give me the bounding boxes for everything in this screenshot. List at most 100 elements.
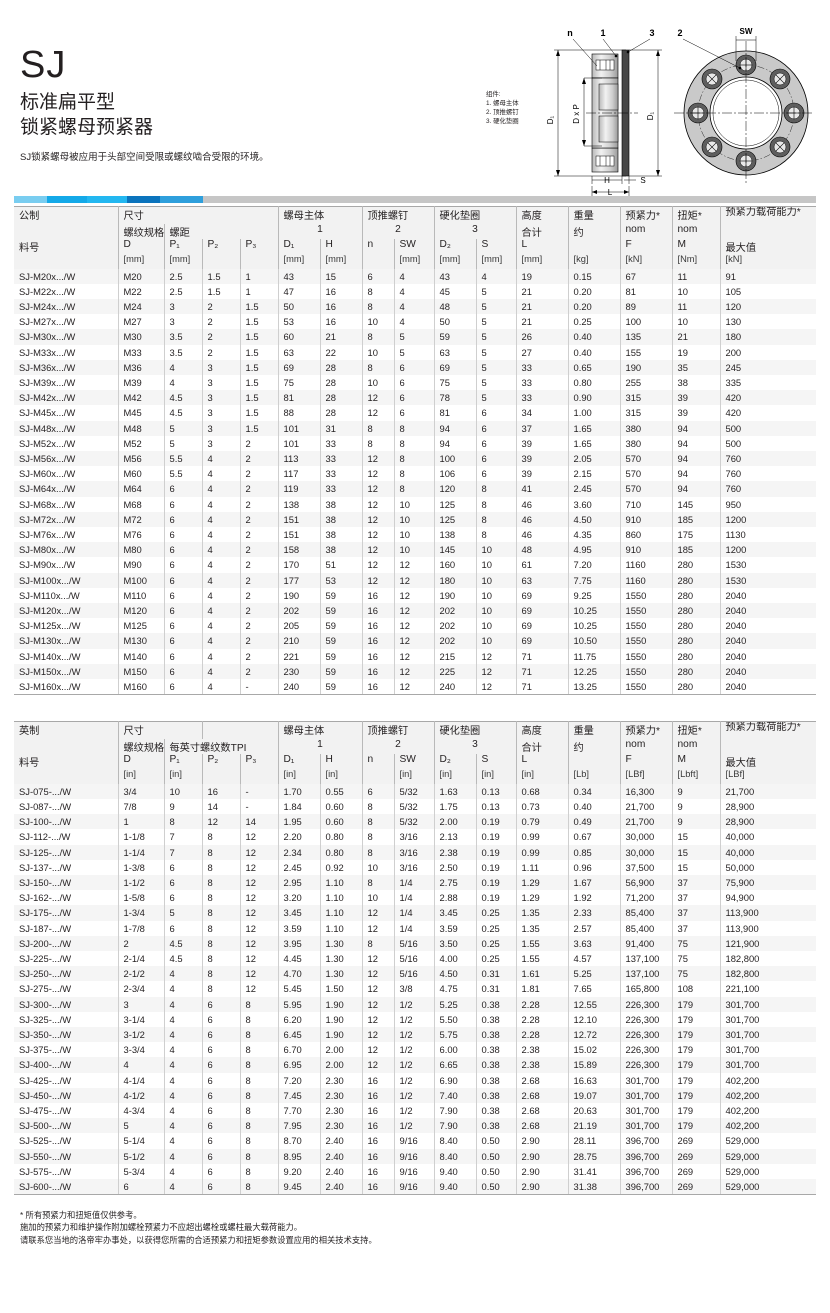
cell-value: 2 — [239, 450, 278, 467]
cell-value: 155 — [619, 344, 672, 360]
subtitle-line-1: 标准扁平型 — [20, 92, 116, 113]
cell-value: 0.20 — [567, 298, 620, 315]
cell-value: 225 — [433, 663, 476, 679]
cell-value: 4 — [201, 572, 240, 588]
header-group-dimensions-spacer — [201, 721, 278, 739]
cell-value: 2 — [239, 511, 278, 527]
cell-value: 3/16 — [393, 844, 434, 860]
cell-value: 12 — [239, 981, 278, 997]
accent-gradient-bar — [14, 196, 816, 203]
cell-value: 28 — [319, 374, 362, 391]
cell-value: 5 — [393, 344, 434, 360]
cell-value: 3.5 — [163, 329, 202, 345]
cell-value: 6 — [163, 678, 202, 696]
cell-value: 12 — [361, 1057, 394, 1073]
cell-value: 1.10 — [319, 920, 362, 936]
cell-value: 40,000 — [719, 829, 816, 845]
cell-value: 2.90 — [515, 1133, 568, 1149]
cell-value: 2.30 — [319, 1118, 362, 1134]
cell-value: 570 — [619, 466, 672, 482]
table-row: SJ-200-.../W 2 4.5 8 12 3.95 1.30 8 5/16 3.50 0.25… — [14, 935, 816, 951]
cell-value: 19.07 — [567, 1087, 620, 1103]
cell-value: 28.75 — [567, 1148, 620, 1164]
cell-part-number: SJ-325-.../W — [14, 1011, 118, 1027]
cell-value: 9.45 — [277, 1178, 320, 1196]
header-symbol-s: S — [475, 753, 516, 769]
cell-value: 89 — [619, 298, 672, 315]
cell-value: 40,000 — [719, 844, 816, 860]
cell-part-number: SJ-425-.../W — [14, 1072, 118, 1088]
cell-value: 16 — [361, 663, 394, 679]
cell-value: 12 — [393, 618, 434, 634]
cell-value: 45 — [433, 283, 476, 299]
cell-value: 8 — [361, 798, 394, 815]
cell-value: 5 — [475, 374, 516, 391]
cell-value: 8 — [475, 481, 516, 497]
cell-value: 179 — [671, 996, 720, 1012]
cell-part-number: SJ-M30x.../W — [14, 329, 118, 345]
cell-value: 16 — [361, 1133, 394, 1149]
cell-value: 3.20 — [277, 890, 320, 906]
cell-value: 4 — [475, 268, 516, 284]
cell-value: 6 — [201, 1042, 240, 1058]
table-row: SJ-M36x.../W M36 4 3 1.5 69 28 8 6 69 5 33 0.65 190 35… — [14, 359, 816, 375]
table-row: SJ-M42x.../W M42 4.5 3 1.5 81 28 12 6 78 5 33 0.90 31… — [14, 390, 816, 406]
cell-value: 4 — [163, 966, 202, 982]
cell-value: 301,700 — [619, 1072, 672, 1088]
cell-value: 12 — [361, 996, 394, 1012]
cell-value: 14 — [239, 814, 278, 830]
cell-part-number: SJ-M68x.../W — [14, 496, 118, 512]
cell-value: 6 — [163, 920, 202, 936]
cell-value: 2.90 — [515, 1148, 568, 1164]
table-row: SJ-M125x.../W M125 6 4 2 205 59 16 12 202 10 69 10.2… — [14, 618, 816, 634]
cell-value: 6 — [201, 1072, 240, 1088]
cell-value: - — [239, 678, 278, 696]
header-pitch: 螺距 — [163, 223, 278, 239]
cell-value: 33 — [515, 374, 568, 391]
cell-value: 1.5 — [239, 344, 278, 360]
header-symbol-f: F — [619, 753, 672, 769]
cell-value: 0.19 — [475, 814, 516, 830]
cell-value: 28,900 — [719, 798, 816, 815]
header-capacity-sub: 最大值 — [719, 238, 816, 254]
cell-value: 12 — [361, 572, 394, 588]
legend-item-3: 3. 硬化垫圈 — [486, 118, 519, 125]
cell-value: 69 — [433, 359, 476, 375]
cell-value: 43 — [277, 268, 320, 284]
cell-value: 113,900 — [719, 905, 816, 921]
cell-value: 1530 — [719, 572, 816, 588]
cell-part-number: SJ-150-.../W — [14, 874, 118, 891]
cell-value: 0.60 — [319, 814, 362, 830]
cell-value: 2.33 — [567, 905, 620, 921]
cell-value: 37 — [671, 874, 720, 891]
cell-value: 3/8 — [393, 981, 434, 997]
cell-value: 10 — [393, 542, 434, 558]
cell-value: 6 — [163, 633, 202, 649]
cell-value: 2040 — [719, 618, 816, 634]
cell-value: 59 — [319, 678, 362, 696]
cell-value: 7.90 — [433, 1118, 476, 1134]
cell-value: 177 — [277, 572, 320, 588]
table-row: SJ-400-.../W 4 4 6 8 6.95 2.00 12 1/2 6.65 0.38 2.3… — [14, 1057, 816, 1073]
table-row: SJ-M56x.../W M56 5.5 4 2 113 33 12 8 100 6 39 2.05 57… — [14, 450, 816, 467]
header-unit-partno — [14, 768, 118, 784]
cell-value: 8 — [201, 966, 240, 982]
cell-value: 3 — [201, 374, 240, 391]
header-symbol-weight — [567, 238, 620, 254]
cell-value: 39 — [671, 405, 720, 421]
cell-value: 3.5 — [163, 344, 202, 360]
cell-value: 2.05 — [567, 450, 620, 467]
cell-value: 2.68 — [515, 1087, 568, 1103]
cell-value: 2.5 — [163, 268, 202, 284]
callout-1: 1 — [600, 28, 605, 38]
cell-value: 2.00 — [433, 814, 476, 830]
cell-value: M80 — [117, 542, 164, 558]
cell-value: 6.70 — [277, 1042, 320, 1058]
header-thrust-screw-num: 2 — [361, 223, 434, 239]
header-spacer — [14, 738, 118, 754]
cell-part-number: SJ-M56x.../W — [14, 450, 118, 467]
cell-value: 16 — [361, 1118, 394, 1134]
cell-value: 1.35 — [515, 905, 568, 921]
cell-value: 1550 — [619, 648, 672, 664]
header-unit-partno — [14, 253, 118, 269]
